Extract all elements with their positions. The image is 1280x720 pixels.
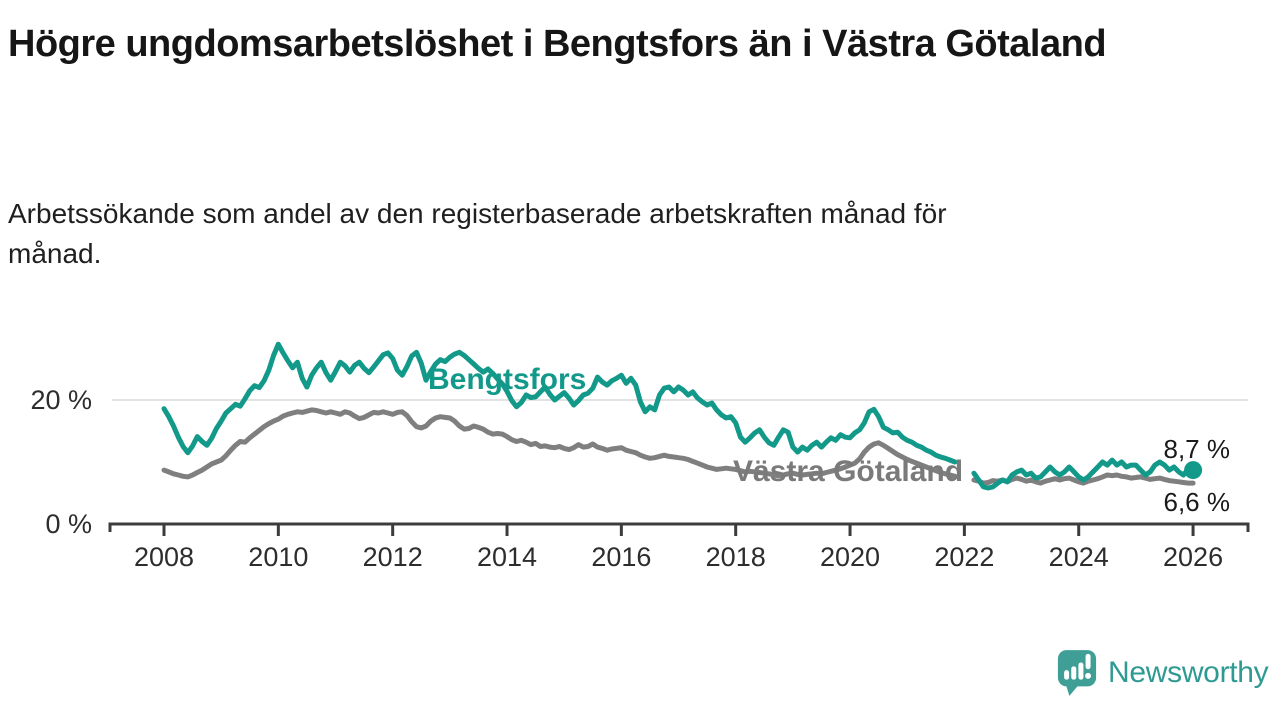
y-axis-label-20: 20 % [30, 385, 92, 415]
newsworthy-logo-text: Newsworthy [1108, 656, 1269, 689]
x-axis-label-2008: 2008 [134, 542, 194, 572]
chart-title: Högre ungdomsarbetslöshet i Bengtsfors ä… [8, 23, 1107, 65]
newsworthy-logo-icon [1057, 650, 1097, 696]
y-axis-label-0: 0 % [45, 509, 92, 539]
x-axis-label-2024: 2024 [1049, 542, 1109, 572]
x-axis-label-2018: 2018 [706, 542, 766, 572]
x-axis-label-2020: 2020 [820, 542, 880, 572]
x-axis-label-2026: 2026 [1163, 542, 1223, 572]
value-label-bengtsfors: 8,7 % [1164, 434, 1231, 464]
end-point-dot [1184, 461, 1203, 480]
x-axis-label-2012: 2012 [363, 542, 423, 572]
series-line-bengtsfors [161, 341, 1196, 491]
x-axis-label-2014: 2014 [477, 542, 537, 572]
chart-subtitle: Arbetssökande som andel av den registerb… [8, 198, 947, 269]
series-line-v-stra-g-taland [161, 407, 1196, 486]
x-axis-label-2010: 2010 [248, 542, 308, 572]
newsworthy-logo: Newsworthy [1056, 648, 1269, 698]
series-label-vastra-gotaland: Västra Götaland [733, 455, 963, 488]
series-label-bengtsfors: Bengtsfors [428, 363, 586, 396]
x-axis-label-2016: 2016 [591, 542, 651, 572]
value-label-vastra-gotaland: 6,6 % [1164, 487, 1231, 517]
x-axis-line [108, 522, 1250, 532]
x-axis-label-2022: 2022 [934, 542, 994, 572]
